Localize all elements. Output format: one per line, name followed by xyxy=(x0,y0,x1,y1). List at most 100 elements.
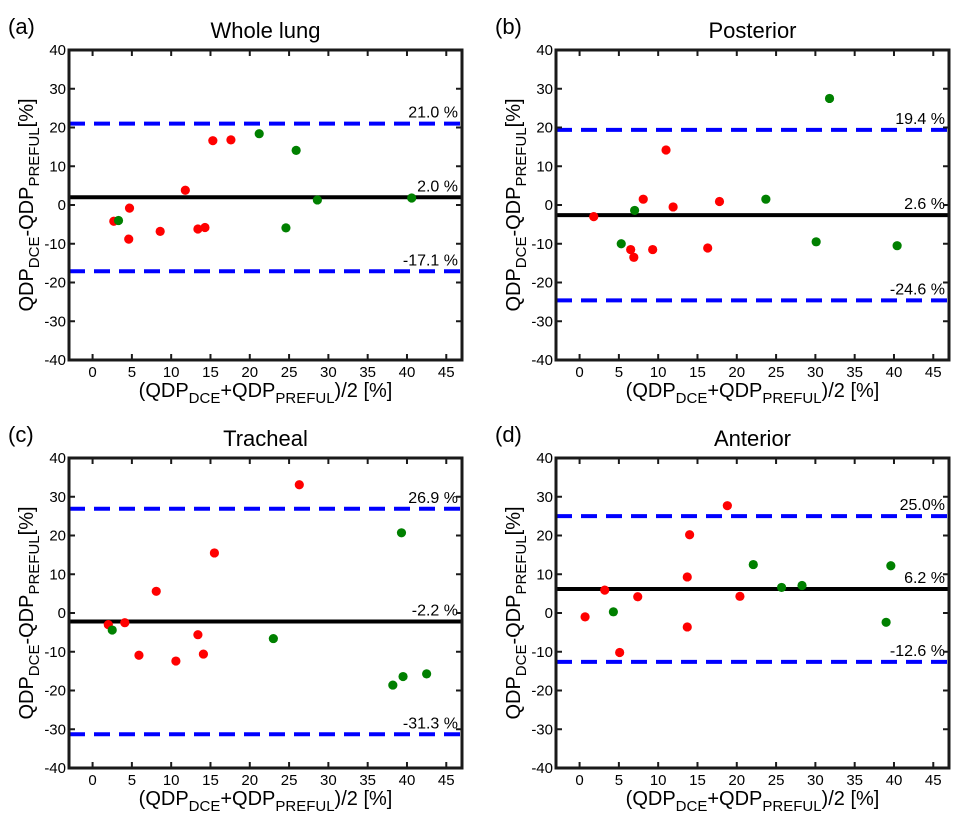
data-point xyxy=(268,633,278,644)
data-point xyxy=(208,136,218,146)
axes-box xyxy=(554,48,951,362)
data-point xyxy=(180,185,190,195)
data-point xyxy=(134,650,144,660)
y-tick-label: 30 xyxy=(536,489,553,506)
plot-area xyxy=(556,501,949,664)
lower-limit-label: -12.6 % xyxy=(890,643,945,660)
x-axis-label: (QDPDCE+QDPPREFUL)/2 [%] xyxy=(139,788,393,815)
data-point xyxy=(722,501,732,511)
y-tick-label: 40 xyxy=(49,42,66,59)
axis-label-part: DCE xyxy=(676,390,708,407)
axis-label-part: (QDP xyxy=(626,788,676,810)
data-point xyxy=(209,548,220,558)
x-tick-label: 35 xyxy=(359,364,376,381)
panel-label: (b) xyxy=(495,14,522,39)
axis-label-part: )/2 [%] xyxy=(822,380,880,402)
axis-label-part: )/2 [%] xyxy=(335,788,393,810)
x-tick-label: 40 xyxy=(399,772,416,789)
y-tick-label: 40 xyxy=(536,42,553,59)
data-point xyxy=(714,196,725,207)
data-point xyxy=(616,239,626,249)
data-point xyxy=(113,215,124,226)
upper-limit-label: 25.0% xyxy=(900,497,945,514)
y-axis-label: QDPDCE-QDPPREFUL[%] xyxy=(503,98,530,311)
data-point xyxy=(580,612,590,622)
data-point xyxy=(281,223,291,233)
data-point xyxy=(748,559,758,570)
data-point xyxy=(124,234,134,244)
y-tick-label: 20 xyxy=(536,120,553,137)
axis-label-part: (QDP xyxy=(626,380,676,402)
lower-limit-label: -24.6 % xyxy=(890,281,945,298)
y-tick-label: 20 xyxy=(536,528,553,545)
axis-label-part: -QDP xyxy=(16,187,38,237)
data-point xyxy=(608,607,618,617)
x-tick-label: 20 xyxy=(728,772,745,789)
axis-label-part: +QDP xyxy=(220,380,275,402)
x-tick-label: 25 xyxy=(768,772,785,789)
data-point xyxy=(685,530,695,540)
mean-label: 6.2 % xyxy=(904,570,945,587)
axis-label-part: [%] xyxy=(503,506,525,535)
axis-label-part: PREFUL xyxy=(513,127,530,186)
data-point xyxy=(668,202,678,212)
panel-label: (c) xyxy=(8,422,34,447)
axis-label-part: PREFUL xyxy=(275,798,334,815)
data-point xyxy=(171,656,181,666)
x-tick-label: 20 xyxy=(241,772,258,789)
y-tick-label: -40 xyxy=(44,760,66,777)
y-tick-label: -10 xyxy=(44,236,66,253)
x-tick-label: 45 xyxy=(925,772,942,789)
y-tick-label: 0 xyxy=(58,197,66,214)
data-point xyxy=(600,585,610,595)
axis-label-part: DCE xyxy=(26,237,43,269)
data-point xyxy=(254,129,264,139)
data-point xyxy=(155,226,165,236)
plot-area xyxy=(69,480,462,737)
axis-label-part: (QDP xyxy=(139,380,189,402)
y-tick-label: -30 xyxy=(531,313,553,330)
y-tick-label: 20 xyxy=(49,120,66,137)
x-tick-label: 0 xyxy=(88,364,96,381)
y-tick-label: 30 xyxy=(49,81,66,98)
axis-label-part: )/2 [%] xyxy=(822,788,880,810)
y-tick-label: 0 xyxy=(545,197,553,214)
data-point xyxy=(824,93,835,104)
axis-label-part: PREFUL xyxy=(513,535,530,594)
data-point xyxy=(682,622,692,632)
axis-label-part: )/2 [%] xyxy=(335,380,393,402)
x-axis-label: (QDPDCE+QDPPREFUL)/2 [%] xyxy=(626,788,880,815)
x-tick-label: 25 xyxy=(768,364,785,381)
x-tick-label: 40 xyxy=(886,364,903,381)
chart-panel-1: (a) Whole lung 21.0 % 2.0 % -17.1 % 0 5 10 15 20 2… xyxy=(8,14,464,407)
data-point xyxy=(294,480,304,490)
y-tick-label: 10 xyxy=(536,566,553,583)
data-point xyxy=(589,212,599,222)
axis-label-part: DCE xyxy=(513,645,530,677)
axis-label-part: DCE xyxy=(513,237,530,269)
data-point xyxy=(682,572,692,582)
axis-label-part: QDP xyxy=(16,676,38,719)
axis-label-part: -QDP xyxy=(503,595,525,645)
y-tick-label: 10 xyxy=(49,566,66,583)
axis-label-part: [%] xyxy=(16,506,38,535)
x-tick-label: 20 xyxy=(241,364,258,381)
y-axis-label: QDPDCE-QDPPREFUL[%] xyxy=(503,506,530,719)
y-tick-label: -10 xyxy=(531,236,553,253)
data-point xyxy=(193,224,203,234)
chart-title: Posterior xyxy=(708,18,796,43)
y-tick-label: -10 xyxy=(531,644,553,661)
axis-label-part: DCE xyxy=(189,390,221,407)
axis-label-part: PREFUL xyxy=(762,390,821,407)
x-tick-label: 5 xyxy=(128,364,136,381)
y-tick-label: 10 xyxy=(49,158,66,175)
upper-limit-label: 19.4 % xyxy=(895,111,945,128)
axis-label-part: [%] xyxy=(503,98,525,127)
lower-limit-label: -17.1 % xyxy=(403,252,458,269)
x-tick-label: 35 xyxy=(359,772,376,789)
y-tick-label: -10 xyxy=(44,644,66,661)
data-point xyxy=(776,582,787,593)
data-point xyxy=(388,680,398,690)
axis-label-part: DCE xyxy=(189,798,221,815)
